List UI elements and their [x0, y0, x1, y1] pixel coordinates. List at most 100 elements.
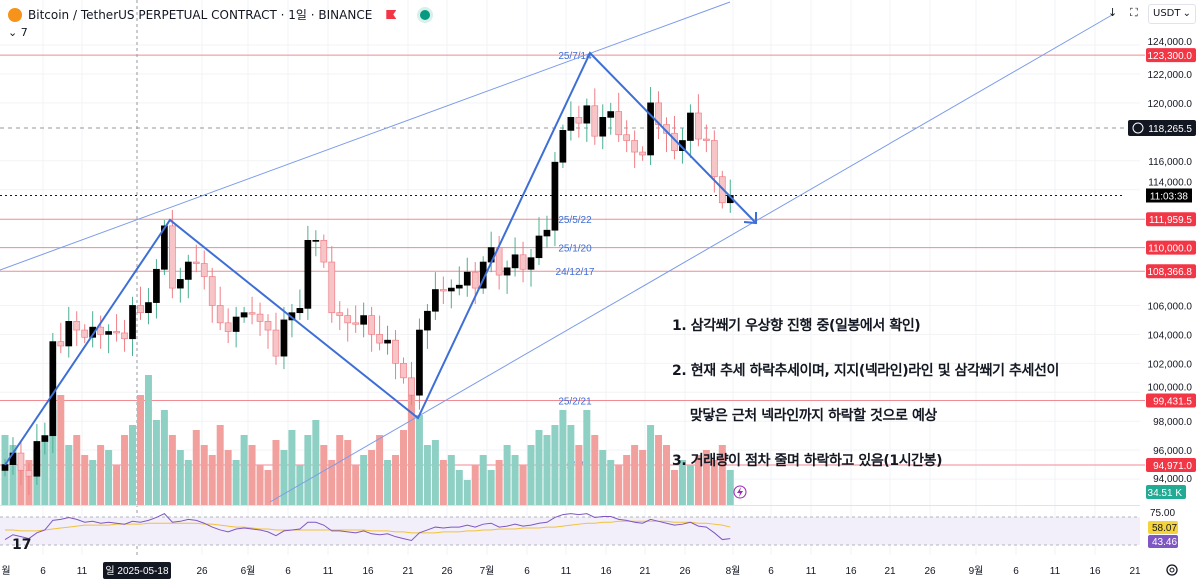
price-tick: 120,000.0 [1148, 99, 1193, 110]
symbol-title[interactable]: Bitcoin / TetherUS PERPETUAL CONTRACT · … [28, 8, 373, 22]
volume-bar [479, 455, 487, 505]
volume-bar [136, 395, 144, 505]
symbol-header[interactable]: Bitcoin / TetherUS PERPETUAL CONTRACT · … [8, 6, 431, 23]
time-tick: 26 [924, 566, 936, 577]
channel-lower-line[interactable] [269, 14, 1113, 503]
trend-lines[interactable] [0, 1, 1113, 503]
candle [17, 452, 25, 471]
rsi-level-tick: 75.00 [1150, 508, 1175, 519]
price-axis[interactable]: 124,000.0 122,000.0 120,000.0 116,000.0 114,… [1148, 37, 1193, 485]
volume-bar [447, 455, 455, 505]
volume-bar [663, 445, 671, 505]
volume-bar [615, 465, 623, 505]
volume-bar [471, 465, 479, 505]
volume-bar [423, 445, 431, 505]
volume-bar [89, 460, 97, 505]
time-tick: 6 [768, 566, 774, 577]
candle [559, 130, 567, 163]
candle [432, 289, 439, 312]
volume-bar [105, 450, 113, 505]
volume-bar [320, 445, 328, 505]
volume-bar [176, 450, 184, 505]
volume-bar [240, 435, 248, 505]
volume-bar [567, 425, 575, 505]
currency-select[interactable]: USDT ⌄ [1148, 4, 1196, 24]
candle [615, 111, 623, 136]
level-date-label: 25/5/22 [558, 215, 592, 226]
price-tick: 100,000.0 [1148, 383, 1193, 394]
volume-bar [152, 420, 160, 505]
candle [424, 310, 431, 331]
flag-icon[interactable] [386, 10, 397, 19]
volume-bar [312, 420, 320, 505]
level-price-tag [1146, 264, 1196, 279]
crosshair-date-text: 일 2025-05-18 [105, 565, 169, 577]
level-date-label: 24/12/17 [556, 267, 595, 278]
pane-divider[interactable] [0, 505, 1140, 506]
candle [519, 254, 527, 270]
candle [408, 377, 415, 396]
candle [447, 287, 455, 292]
candle [192, 261, 200, 264]
crosshair-date-tag: 일 2025-05-18 [103, 562, 171, 579]
volume-bar [9, 445, 17, 505]
time-tick: 8월 [726, 565, 741, 577]
level-price-tag [1146, 240, 1196, 255]
volume-bar [694, 455, 702, 505]
volume-bar [431, 440, 439, 505]
candle [527, 257, 535, 270]
indicators-toggle[interactable]: ⌄ 7 [8, 26, 28, 39]
crosshair-price-text: 118,265.5 [1148, 124, 1192, 135]
time-tick: 26 [196, 566, 208, 577]
zigzag-trend-line[interactable] [4, 51, 756, 466]
volume-bar [583, 410, 591, 505]
lightning-icon[interactable] [733, 485, 747, 499]
price-tick: 122,000.0 [1148, 70, 1193, 81]
candle [161, 225, 168, 270]
candle [248, 312, 256, 315]
channel-upper-line[interactable] [0, 1, 731, 271]
volume-bar [702, 450, 710, 505]
candle [623, 134, 631, 141]
volume-bar [710, 460, 718, 505]
candle [687, 112, 694, 141]
candle [368, 315, 375, 335]
volume-bar [407, 395, 415, 505]
time-tick: 21 [402, 566, 414, 577]
time-tick: 11 [323, 566, 334, 577]
candle [200, 263, 208, 277]
candle [25, 470, 33, 477]
time-tick: 6 [285, 566, 291, 577]
candle [264, 321, 272, 331]
countdown-text: 11:03:38 [1150, 191, 1189, 202]
candle [105, 331, 112, 335]
candle [607, 111, 615, 118]
candle [440, 289, 447, 292]
volume-bar [384, 460, 392, 505]
candle [567, 116, 575, 131]
candle [145, 302, 152, 314]
volume-bar [65, 445, 73, 505]
analysis-annotation[interactable]: 1. 삼각쐐기 우상향 진행 중(일봉에서 확인) 2. 현재 추세 하락추세이… [672, 289, 1127, 484]
fullscreen-icon[interactable]: ⛶ [1130, 6, 1138, 19]
candle [224, 322, 232, 332]
volume-bar [200, 445, 208, 505]
volume-bar [575, 445, 583, 505]
download-icon[interactable]: ↓ [1108, 6, 1118, 19]
volume-bar [591, 435, 599, 505]
time-tick: 26 [679, 566, 691, 577]
rsi-ma-text: 58.07 [1152, 523, 1177, 534]
volume-bar [655, 435, 663, 505]
settings-gear-icon[interactable] [1166, 564, 1178, 576]
candle [240, 312, 248, 318]
candle [89, 326, 97, 338]
volume-text: 34.51 K [1148, 488, 1183, 499]
volume-bar [726, 470, 734, 505]
volume-bar [121, 435, 129, 505]
time-axis[interactable]: 월 6 11 26 6월 6 11 16 21 26 7월 6 11 16 21 26 8월 6 11 16 21 26 9… [1, 565, 1141, 577]
annotation-line: 1. 삼각쐐기 우상향 진행 중(일봉에서 확인) [672, 318, 921, 334]
volume-bar [360, 455, 368, 505]
time-tick: 26 [441, 566, 453, 577]
currency-label: USDT [1153, 8, 1181, 19]
